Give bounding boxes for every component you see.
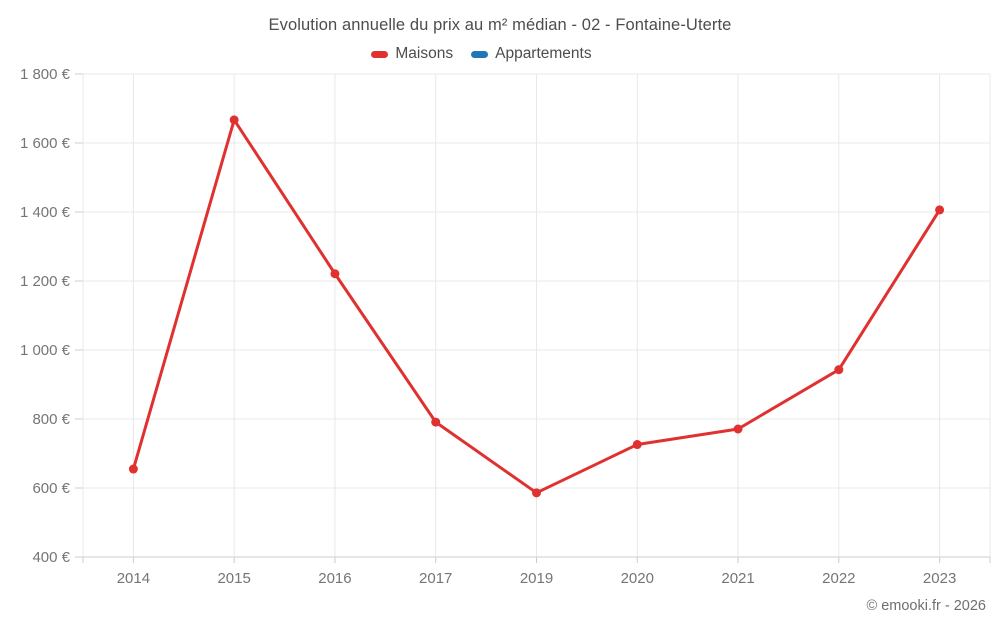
x-axis-tick-label: 2022 bbox=[822, 570, 855, 587]
maisons-data-point[interactable] bbox=[128, 464, 138, 474]
x-axis-tick-label: 2016 bbox=[318, 570, 351, 587]
x-axis-tick-label: 2021 bbox=[721, 570, 754, 587]
maisons-data-point[interactable] bbox=[229, 115, 239, 125]
y-axis-tick-label: 400 € bbox=[32, 549, 70, 566]
x-axis-tick-label: 2023 bbox=[923, 570, 956, 587]
maisons-data-point[interactable] bbox=[935, 205, 945, 215]
y-axis-tick-label: 1 000 € bbox=[20, 342, 71, 359]
y-axis-tick-label: 1 600 € bbox=[20, 135, 71, 152]
y-axis-tick-label: 1 800 € bbox=[20, 66, 71, 83]
maisons-data-point[interactable] bbox=[431, 417, 441, 427]
y-axis-tick-label: 1 200 € bbox=[20, 273, 71, 290]
x-axis-tick-label: 2015 bbox=[217, 570, 250, 587]
maisons-data-point[interactable] bbox=[834, 365, 844, 375]
maisons-series-swatch-icon bbox=[371, 50, 389, 58]
chart-legend: Maisons Appartements bbox=[0, 45, 963, 63]
legend-item-maisons[interactable]: Maisons bbox=[371, 45, 453, 63]
x-axis-tick-label: 2019 bbox=[520, 570, 553, 587]
legend-item-appartements[interactable]: Appartements bbox=[471, 45, 592, 63]
legend-label-appartements: Appartements bbox=[495, 45, 592, 62]
x-axis-tick-label: 2014 bbox=[117, 570, 150, 587]
y-axis-tick-label: 800 € bbox=[32, 411, 70, 428]
maisons-data-point[interactable] bbox=[330, 269, 340, 279]
legend-label-maisons: Maisons bbox=[395, 45, 454, 62]
appartements-series-swatch-icon bbox=[471, 50, 489, 58]
maisons-data-point[interactable] bbox=[532, 488, 541, 498]
maisons-data-point[interactable] bbox=[632, 440, 642, 450]
y-axis-tick-label: 1 400 € bbox=[20, 204, 71, 221]
copyright-text: © emooki.fr - 2026 bbox=[866, 598, 986, 614]
chart-title: Evolution annuelle du prix au m² médian … bbox=[268, 16, 732, 34]
maisons-data-point[interactable] bbox=[733, 424, 743, 434]
y-axis-tick-label: 600 € bbox=[32, 480, 70, 497]
x-axis-tick-label: 2017 bbox=[419, 570, 452, 587]
x-axis-tick-label: 2020 bbox=[621, 570, 654, 587]
